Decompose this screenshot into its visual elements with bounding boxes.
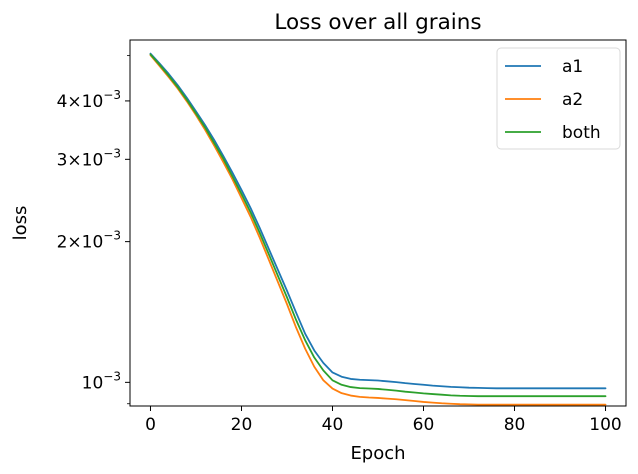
- x-tick-label: 100: [589, 415, 621, 435]
- y-tick-label: 2×10−3: [57, 229, 121, 253]
- chart-title: Loss over all grains: [274, 10, 481, 35]
- x-axis: 0 20 40 60 80 100: [145, 406, 622, 435]
- x-axis-label: Epoch: [350, 443, 405, 464]
- y-tick-label: 3×10−3: [57, 146, 121, 170]
- y-tick-label: 10−3: [82, 369, 121, 393]
- x-tick-label: 20: [231, 415, 253, 435]
- series-layer: [149, 52, 607, 406]
- x-tick-label: 80: [504, 415, 526, 435]
- x-tick-label: 0: [145, 415, 156, 435]
- y-axis-label: loss: [10, 206, 31, 241]
- legend-box: [496, 47, 621, 150]
- legend-label-a1: a1: [562, 57, 583, 77]
- series-line-a2: [149, 54, 607, 406]
- x-tick-label: 60: [413, 415, 435, 435]
- legend-label-a2: a2: [562, 90, 583, 110]
- series-line-both: [149, 53, 607, 398]
- series-line-a1: [149, 52, 607, 390]
- legend: a1 a2 both: [496, 47, 621, 150]
- x-tick-label: 40: [322, 415, 344, 435]
- y-tick-label: 4×10−3: [57, 88, 121, 112]
- plot-frame: [129, 39, 627, 407]
- legend-label-both: both: [562, 123, 601, 143]
- y-axis: 10−3 2×10−3 3×10−3 4×10−3: [57, 55, 130, 405]
